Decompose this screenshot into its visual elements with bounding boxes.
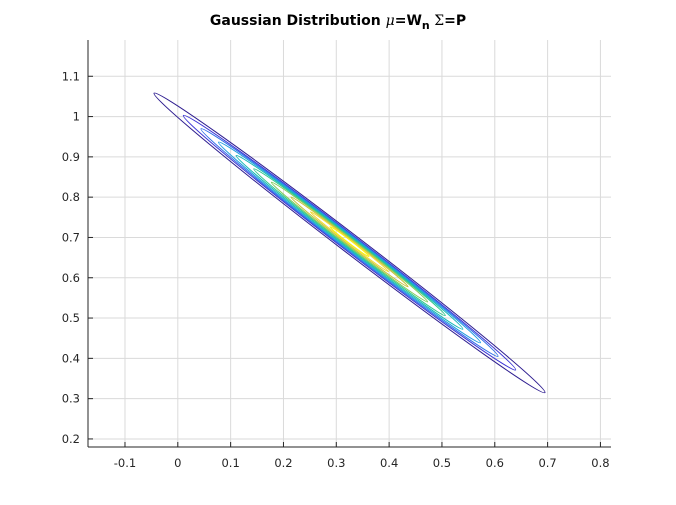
axes: -0.1 0 0.1 0.2 0.3 0.4 0.5 0.6 0.7 0.8 0.2 0.3 0.4 0.… bbox=[62, 40, 611, 470]
contour-level bbox=[235, 154, 464, 330]
title-eq2: =P bbox=[444, 13, 466, 29]
y-tick-label: 0.7 bbox=[62, 230, 80, 244]
title-prefix: Gaussian Distribution bbox=[210, 13, 386, 29]
x-tick-label: 0.7 bbox=[538, 456, 556, 470]
grid bbox=[88, 40, 611, 447]
contour-lines bbox=[153, 92, 546, 394]
x-tick-label: 0.8 bbox=[591, 456, 609, 470]
x-tick-label: -0.1 bbox=[114, 456, 136, 470]
x-tick-label: 0.4 bbox=[380, 456, 398, 470]
x-tick-label: 0.1 bbox=[221, 456, 239, 470]
title-sub: n bbox=[422, 19, 430, 32]
chart-title: Gaussian Distribution μ=Wn Σ=P bbox=[210, 13, 466, 32]
y-tick-label: 1 bbox=[73, 110, 80, 124]
y-tick-label: 0.9 bbox=[62, 150, 80, 164]
x-tick-label: 0.3 bbox=[327, 456, 345, 470]
contour-level bbox=[253, 168, 446, 317]
contour-level bbox=[309, 211, 390, 273]
y-tick-label: 0.2 bbox=[62, 432, 80, 446]
title-eq1: =W bbox=[395, 13, 422, 29]
y-tick-label: 0.4 bbox=[62, 351, 80, 365]
y-tick-label: 0.5 bbox=[62, 311, 80, 325]
contour-level bbox=[200, 128, 499, 357]
contour-level bbox=[153, 92, 546, 394]
x-tick-label: 0.5 bbox=[433, 456, 451, 470]
x-tick-label: 0.6 bbox=[486, 456, 504, 470]
title-mu: μ bbox=[386, 13, 395, 29]
x-tick-label: 0.2 bbox=[274, 456, 292, 470]
contour-level bbox=[182, 114, 517, 371]
contour-level bbox=[270, 181, 429, 303]
y-tick-label: 0.6 bbox=[62, 271, 80, 285]
contour-level bbox=[290, 196, 409, 288]
contour-level bbox=[329, 226, 370, 258]
contour-level bbox=[217, 141, 482, 344]
x-tick-label: 0 bbox=[174, 456, 181, 470]
y-tick-label: 1.1 bbox=[62, 69, 80, 83]
y-tick-label: 0.8 bbox=[62, 190, 80, 204]
y-tick-label: 0.3 bbox=[62, 392, 80, 406]
title-sigma: Σ bbox=[430, 13, 444, 29]
